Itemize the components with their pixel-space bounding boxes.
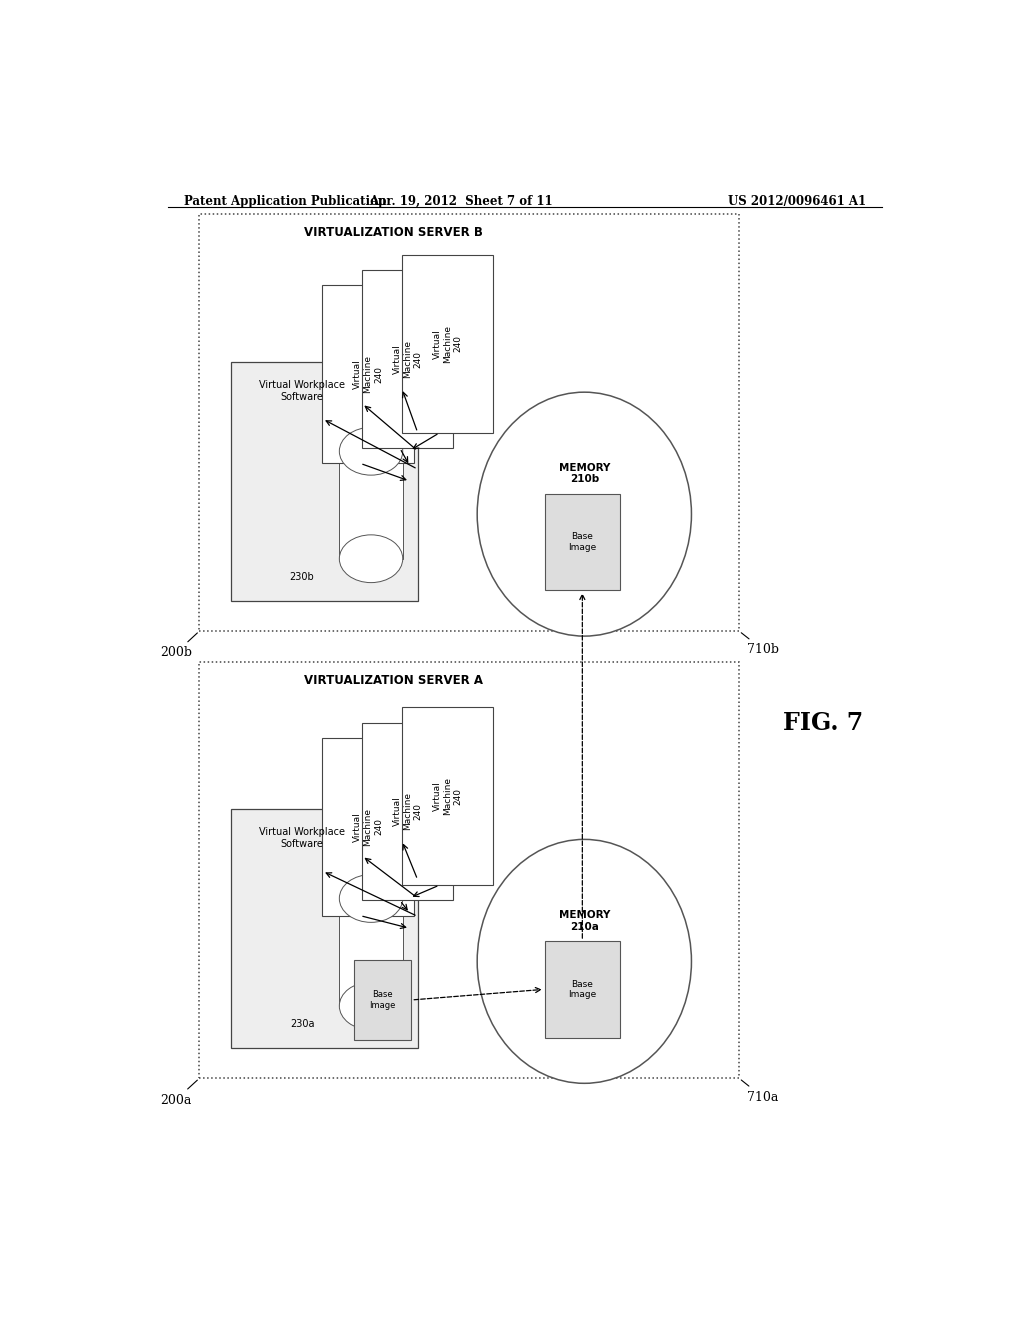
Text: Virtual Workplace
Software: Virtual Workplace Software <box>259 828 345 849</box>
Text: Virtual
Machine
240: Virtual Machine 240 <box>432 777 462 816</box>
Ellipse shape <box>477 840 691 1084</box>
Bar <box>200 661 739 1078</box>
Text: Virtual Workplace
Software: Virtual Workplace Software <box>259 380 345 401</box>
Bar <box>354 961 412 1040</box>
Text: Base
Image: Base Image <box>370 990 396 1010</box>
Bar <box>362 271 454 447</box>
Text: 230a: 230a <box>290 1019 314 1030</box>
Text: Base
Image: Base Image <box>568 532 596 552</box>
Text: 710b: 710b <box>741 632 779 656</box>
Ellipse shape <box>339 875 402 923</box>
Text: MEMORY
210b: MEMORY 210b <box>559 463 610 484</box>
Bar <box>362 722 454 900</box>
Text: 710a: 710a <box>741 1080 778 1104</box>
Text: FIG. 7: FIG. 7 <box>782 710 863 734</box>
Text: Base
Image: Base Image <box>568 979 596 999</box>
Bar <box>200 214 739 631</box>
Bar <box>401 255 494 433</box>
Text: Patent Application Publication: Patent Application Publication <box>183 195 386 209</box>
Bar <box>545 494 621 590</box>
Text: Virtual
Machine
240: Virtual Machine 240 <box>353 808 383 846</box>
Text: Apr. 19, 2012  Sheet 7 of 11: Apr. 19, 2012 Sheet 7 of 11 <box>370 195 553 209</box>
Text: US 2012/0096461 A1: US 2012/0096461 A1 <box>728 195 866 209</box>
Text: MEMORY
210a: MEMORY 210a <box>559 909 610 932</box>
Text: 230b: 230b <box>290 573 314 582</box>
Bar <box>401 708 494 886</box>
Text: Virtual
Machine
240: Virtual Machine 240 <box>353 355 383 393</box>
Bar <box>545 941 621 1038</box>
Text: 200a: 200a <box>160 1080 198 1106</box>
Text: Virtual
Machine
240: Virtual Machine 240 <box>393 792 423 830</box>
Bar <box>323 285 414 463</box>
Ellipse shape <box>339 428 402 475</box>
Bar <box>339 451 402 558</box>
Ellipse shape <box>339 535 402 582</box>
Ellipse shape <box>339 982 402 1030</box>
Text: VIRTUALIZATION SERVER A: VIRTUALIZATION SERVER A <box>304 673 483 686</box>
Text: Virtual
Machine
240: Virtual Machine 240 <box>432 325 462 363</box>
Text: VIRTUALIZATION SERVER B: VIRTUALIZATION SERVER B <box>304 227 483 239</box>
Text: 200b: 200b <box>160 632 198 660</box>
Ellipse shape <box>477 392 691 636</box>
Bar <box>323 738 414 916</box>
Bar <box>339 899 402 1006</box>
Bar <box>231 362 418 601</box>
Bar <box>231 809 418 1048</box>
Text: Virtual
Machine
240: Virtual Machine 240 <box>393 341 423 378</box>
